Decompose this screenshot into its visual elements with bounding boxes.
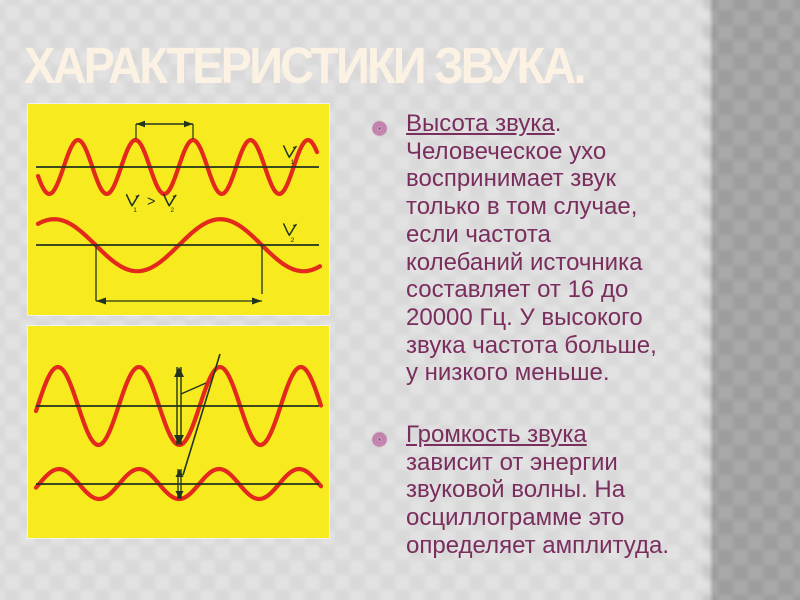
svg-text:1: 1 [291,159,295,166]
svg-text:>: > [147,194,155,210]
svg-text:1: 1 [133,207,137,214]
svg-text:2: 2 [170,207,174,214]
svg-text:2: 2 [291,237,295,244]
